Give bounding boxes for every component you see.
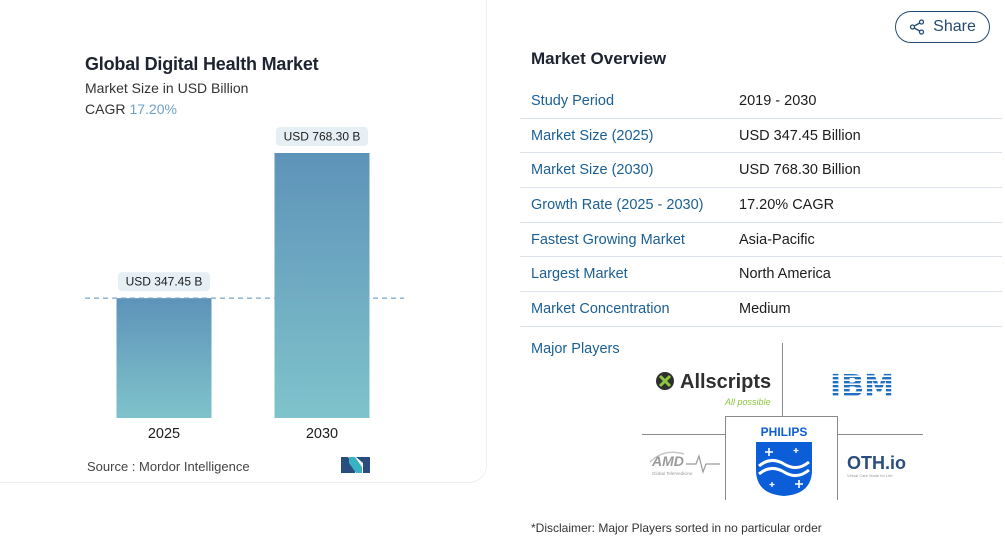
othio-tagline: Virtual Care Made for Life — [847, 473, 893, 478]
share-icon — [909, 19, 925, 35]
overview-row-largest-market: Largest Market North America — [520, 257, 1002, 293]
overview-table: Study Period 2019 - 2030 Market Size (20… — [520, 84, 1002, 327]
data-label: USD 768.30 B — [284, 130, 361, 144]
philips-logo-text: PHILIPS — [761, 425, 808, 439]
overview-value: 2019 - 2030 — [739, 92, 817, 109]
players-grid: Allscripts All possible IBM PHILIPS — [640, 340, 925, 502]
grid-divider — [725, 416, 838, 417]
players-title: Major Players — [531, 341, 620, 357]
overview-value: USD 768.30 Billion — [739, 162, 861, 179]
ibm-logo-icon: IBM — [830, 369, 894, 401]
chart-source: Source : Mordor Intelligence — [87, 459, 250, 474]
player-logo-philips: PHILIPS — [735, 420, 833, 500]
overview-row-fastest-growing: Fastest Growing Market Asia-Pacific — [520, 223, 1002, 258]
data-label-background — [276, 127, 368, 146]
othio-logo-text: OTH.io — [847, 453, 906, 473]
overview-label: Growth Rate (2025 - 2030) — [531, 196, 704, 213]
overview-row-growth-rate: Growth Rate (2025 - 2030) 17.20% CAGR — [520, 188, 1002, 223]
overview-label: Largest Market — [531, 266, 628, 283]
chart-subtitle: Market Size in USD Billion — [85, 80, 249, 96]
amd-logo-text: AMD — [651, 453, 684, 469]
ibm-logo-text: IBM — [830, 369, 894, 401]
overview-value: North America — [739, 266, 831, 283]
overview-label: Study Period — [531, 92, 615, 109]
data-label: USD 347.45 B — [126, 275, 203, 289]
grid-divider — [642, 434, 726, 435]
chart-cagr: CAGR 17.20% — [85, 101, 177, 117]
overview-row-study-period: Study Period 2019 - 2030 — [520, 84, 1002, 119]
overview-title: Market Overview — [531, 49, 667, 68]
mordor-intelligence-logo-icon — [341, 457, 370, 473]
player-logo-othio: OTH.io Virtual Care Made for Life — [843, 448, 915, 482]
amd-tagline: Global Telemedicine — [652, 471, 693, 476]
grid-divider — [837, 416, 838, 500]
x-tick-label: 2030 — [306, 426, 338, 442]
bar-2030 — [274, 153, 370, 418]
player-logo-amd: AMD Global Telemedicine — [644, 444, 724, 484]
amd-logo-icon: AMD Global Telemedicine — [649, 451, 720, 476]
overview-value: Asia-Pacific — [739, 231, 815, 248]
share-label: Share — [933, 18, 976, 35]
cagr-value: 17.20% — [129, 101, 177, 117]
chart-card — [0, 0, 487, 483]
overview-label: Market Size (2025) — [531, 127, 654, 144]
player-logo-ibm: IBM — [822, 368, 902, 402]
grid-divider — [725, 416, 726, 500]
allscripts-logo-icon: Allscripts All possible — [656, 371, 771, 407]
allscripts-logo-text: Allscripts — [680, 371, 771, 393]
overview-row-market-size-2025: Market Size (2025) USD 347.45 Billion — [520, 119, 1002, 154]
overview-value: Medium — [739, 300, 791, 317]
grid-divider — [782, 343, 783, 417]
source-label: Source : — [87, 459, 136, 474]
data-label-background — [118, 272, 210, 292]
share-button[interactable]: Share — [895, 11, 990, 43]
othio-logo-icon: OTH.io Virtual Care Made for Life — [847, 453, 906, 478]
overview-label: Market Concentration — [531, 300, 670, 317]
disclaimer: *Disclaimer: Major Players sorted in no … — [531, 521, 822, 535]
overview-label: Fastest Growing Market — [531, 231, 685, 248]
allscripts-tagline: All possible — [724, 397, 771, 407]
player-logo-allscripts: Allscripts All possible — [652, 366, 778, 410]
philips-logo-icon: PHILIPS — [756, 425, 812, 496]
overview-label: Market Size (2030) — [531, 162, 654, 179]
overview-value: 17.20% CAGR — [739, 196, 835, 213]
overview-row-concentration: Market Concentration Medium — [520, 292, 1002, 327]
cagr-label: CAGR — [85, 101, 126, 117]
source-value: Mordor Intelligence — [139, 459, 250, 474]
x-tick-label: 2025 — [148, 426, 180, 442]
overview-value: USD 347.45 Billion — [739, 127, 861, 144]
chart-title: Global Digital Health Market — [85, 54, 319, 74]
bar-2025 — [116, 298, 212, 418]
bar-chart: USD 347.45 B 2025 USD 768.30 B 2030 — [85, 127, 404, 442]
overview-row-market-size-2030: Market Size (2030) USD 768.30 Billion — [520, 153, 1002, 189]
grid-divider — [837, 434, 923, 435]
